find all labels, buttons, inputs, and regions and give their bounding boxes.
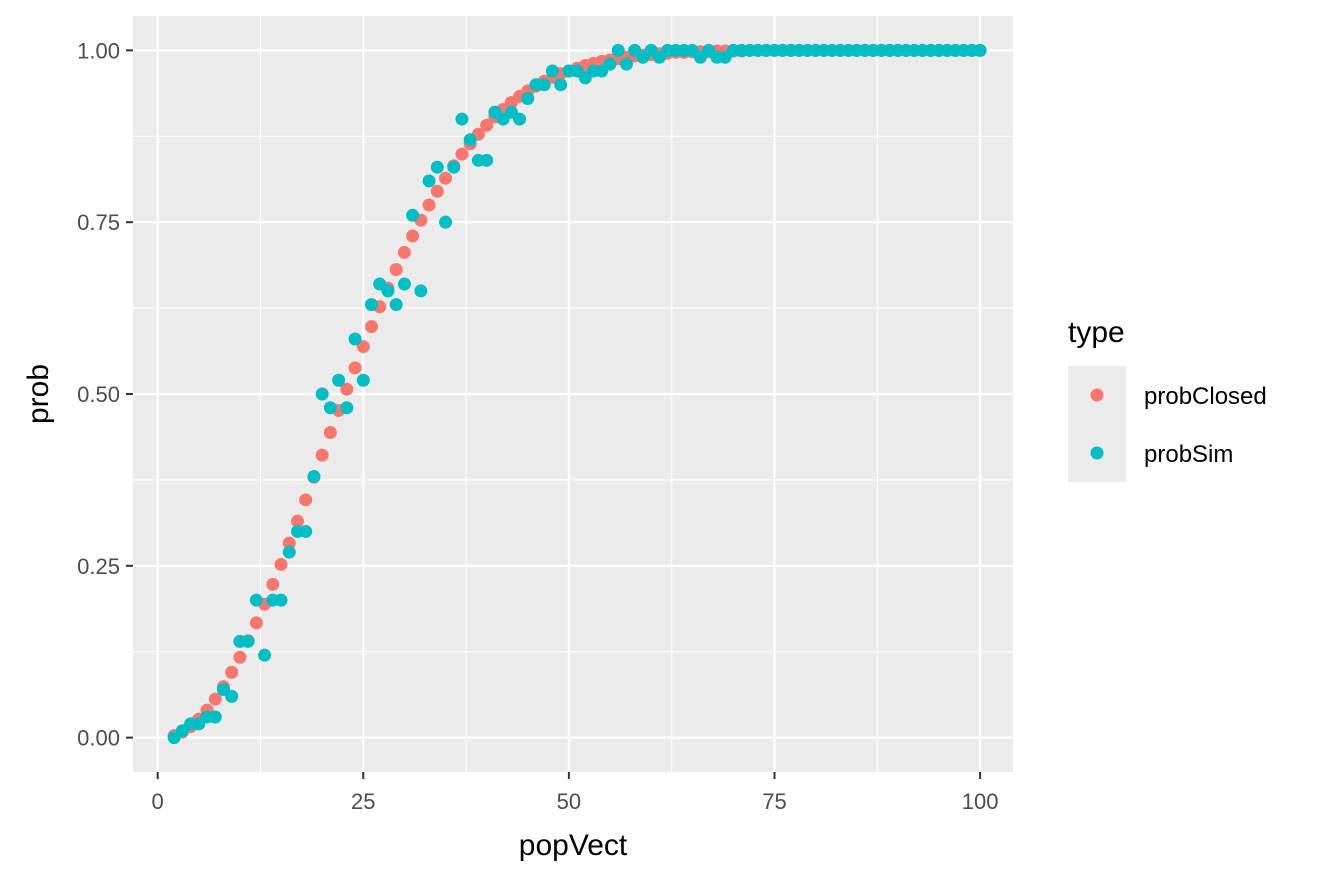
point-probClosed: [348, 361, 362, 375]
point-probSim: [315, 387, 329, 401]
point-probClosed: [480, 118, 494, 132]
point-probClosed: [282, 536, 296, 550]
point-probClosed: [439, 171, 453, 185]
point-probSim: [397, 277, 411, 291]
point-probClosed: [274, 557, 288, 571]
point-probSim: [299, 524, 313, 538]
legend-label-probClosed: probClosed: [1144, 383, 1267, 410]
legend-marker-probSim: [1090, 446, 1104, 460]
point-probSim: [545, 64, 559, 78]
x-tick-label: 25: [351, 789, 375, 814]
point-probClosed: [430, 184, 444, 198]
point-probClosed: [323, 425, 337, 439]
point-probSim: [389, 298, 403, 312]
point-probSim: [348, 332, 362, 346]
point-probClosed: [208, 692, 222, 706]
point-probSim: [619, 57, 633, 71]
x-tick-label: 50: [557, 789, 581, 814]
x-axis-ticks: 0 25 50 75 100: [152, 772, 999, 814]
y-tick-label: 0.75: [77, 210, 120, 235]
point-probClosed: [249, 616, 263, 630]
point-probSim: [537, 78, 551, 92]
x-tick-label: 75: [762, 789, 786, 814]
y-axis-title: prob: [22, 364, 55, 424]
point-probClosed: [225, 665, 239, 679]
point-probClosed: [290, 514, 304, 528]
legend-label-probSim: probSim: [1144, 441, 1233, 468]
point-probSim: [455, 112, 469, 126]
point-probSim: [258, 648, 272, 662]
point-probSim: [513, 112, 527, 126]
point-probClosed: [299, 493, 313, 507]
point-probSim: [282, 545, 296, 559]
point-probSim: [381, 284, 395, 298]
legend-title: type: [1068, 316, 1125, 349]
legend-marker-probClosed: [1090, 388, 1104, 402]
point-probSim: [356, 373, 370, 387]
point-probSim: [430, 160, 444, 174]
point-probSim: [480, 153, 494, 167]
point-probSim: [439, 215, 453, 229]
point-probSim: [422, 174, 436, 188]
point-probSim: [414, 284, 428, 298]
y-axis-ticks: 0.00 0.25 0.50 0.75 1.00: [77, 38, 133, 751]
data-points: [167, 43, 987, 745]
point-probClosed: [266, 577, 280, 591]
x-axis-title: popVect: [519, 829, 628, 862]
x-tick-label: 0: [152, 789, 164, 814]
point-probSim: [241, 634, 255, 648]
y-tick-label: 1.00: [77, 38, 120, 63]
point-probSim: [208, 710, 222, 724]
point-probClosed: [455, 147, 469, 161]
point-probSim: [463, 133, 477, 147]
point-probSim: [406, 208, 420, 222]
point-probSim: [323, 401, 337, 415]
point-probClosed: [233, 650, 247, 664]
point-probClosed: [406, 229, 420, 243]
point-probSim: [611, 43, 625, 57]
point-probSim: [307, 469, 321, 483]
point-probSim: [521, 91, 535, 105]
y-tick-label: 0.25: [77, 554, 120, 579]
point-probSim: [274, 593, 288, 607]
point-probSim: [332, 373, 346, 387]
point-probSim: [365, 298, 379, 312]
point-probSim: [973, 43, 987, 57]
point-probSim: [603, 57, 617, 71]
y-tick-label: 0.00: [77, 726, 120, 751]
point-probClosed: [356, 340, 370, 354]
y-tick-label: 0.50: [77, 382, 120, 407]
point-probSim: [554, 78, 568, 92]
point-probSim: [225, 689, 239, 703]
major-gridlines: [133, 16, 1013, 772]
point-probClosed: [340, 382, 354, 396]
point-probClosed: [389, 263, 403, 277]
legend: type probClosed probSim: [1068, 316, 1267, 482]
point-probClosed: [315, 448, 329, 462]
point-probSim: [340, 401, 354, 415]
point-probClosed: [422, 198, 436, 212]
point-probSim: [447, 160, 461, 174]
point-probClosed: [365, 320, 379, 334]
x-tick-label: 100: [962, 789, 999, 814]
point-probSim: [249, 593, 263, 607]
point-probClosed: [397, 245, 411, 259]
